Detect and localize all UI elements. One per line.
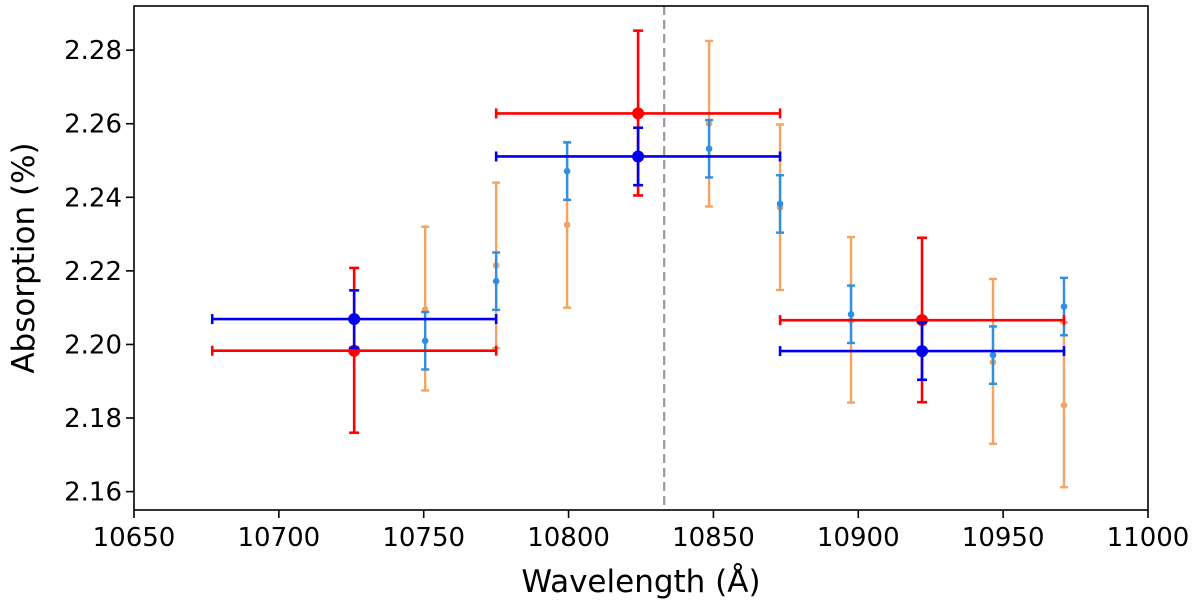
y-axis-ticks: 2.16 2.18 2.20 2.22 2.24 2.26 2.28 bbox=[64, 36, 134, 508]
series-red-binned bbox=[210, 29, 1066, 435]
data-point bbox=[989, 351, 997, 359]
data-point bbox=[705, 145, 713, 153]
data-point bbox=[1060, 401, 1068, 409]
y-tick-label: 2.18 bbox=[64, 404, 122, 434]
y-tick-label: 2.16 bbox=[64, 478, 122, 508]
y-tick-label: 2.20 bbox=[64, 330, 122, 360]
data-point bbox=[847, 310, 855, 318]
series-blue-binned bbox=[210, 126, 1066, 382]
chart-marks-layer bbox=[210, 6, 1068, 510]
y-tick-label: 2.26 bbox=[64, 110, 122, 140]
data-point bbox=[348, 313, 361, 326]
x-tick-label: 11000 bbox=[1107, 523, 1190, 553]
data-point bbox=[776, 200, 784, 208]
data-point bbox=[563, 221, 571, 229]
x-tick-label: 10850 bbox=[672, 523, 755, 553]
x-axis-ticks: 10650 10700 10750 10800 10850 10900 10950 11000 bbox=[93, 510, 1190, 553]
series-orange-fine bbox=[421, 39, 1068, 489]
data-point bbox=[563, 167, 571, 175]
data-point bbox=[632, 150, 645, 163]
data-point bbox=[1060, 303, 1068, 310]
x-tick-label: 10750 bbox=[382, 523, 465, 553]
data-point bbox=[421, 337, 429, 345]
x-tick-label: 10650 bbox=[93, 523, 176, 553]
plot-frame bbox=[133, 5, 1149, 511]
data-point bbox=[492, 277, 500, 285]
data-point bbox=[916, 345, 929, 358]
series-light-blue-fine bbox=[421, 118, 1068, 386]
x-axis-label: Wavelength (Å) bbox=[521, 564, 760, 600]
y-tick-label: 2.22 bbox=[64, 257, 122, 287]
x-tick-label: 10800 bbox=[527, 523, 610, 553]
data-point bbox=[632, 107, 645, 120]
x-tick-label: 10950 bbox=[962, 523, 1045, 553]
x-tick-label: 10700 bbox=[237, 523, 320, 553]
y-tick-label: 2.24 bbox=[64, 183, 122, 213]
y-tick-label: 2.28 bbox=[64, 36, 122, 66]
x-tick-label: 10900 bbox=[817, 523, 900, 553]
y-axis-label: Absorption (%) bbox=[6, 142, 42, 373]
